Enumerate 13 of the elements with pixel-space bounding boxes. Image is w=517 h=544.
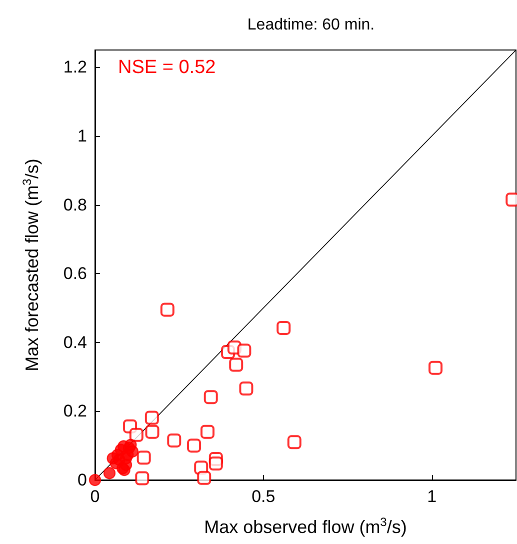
y-tick-label: 0: [78, 470, 87, 490]
x-tick-label: 0.5: [252, 487, 276, 506]
y-tick-label: 0.2: [63, 402, 87, 421]
chart-title: Leadtime: 60 min.: [247, 16, 375, 34]
y-axis-title: Max forecasted flow (m3/s): [20, 158, 42, 372]
y-tick-label: 0.6: [63, 264, 87, 284]
annotation: NSE = 0.52: [118, 57, 216, 78]
x-tick-label: 0: [90, 487, 100, 506]
y-tick-label: 1: [78, 126, 87, 146]
y-tick-label: 1.2: [63, 58, 87, 77]
y-tick-label: 0.8: [63, 195, 87, 214]
x-tick-label: 1: [427, 487, 437, 506]
y-tick-label: 0.4: [63, 332, 87, 352]
